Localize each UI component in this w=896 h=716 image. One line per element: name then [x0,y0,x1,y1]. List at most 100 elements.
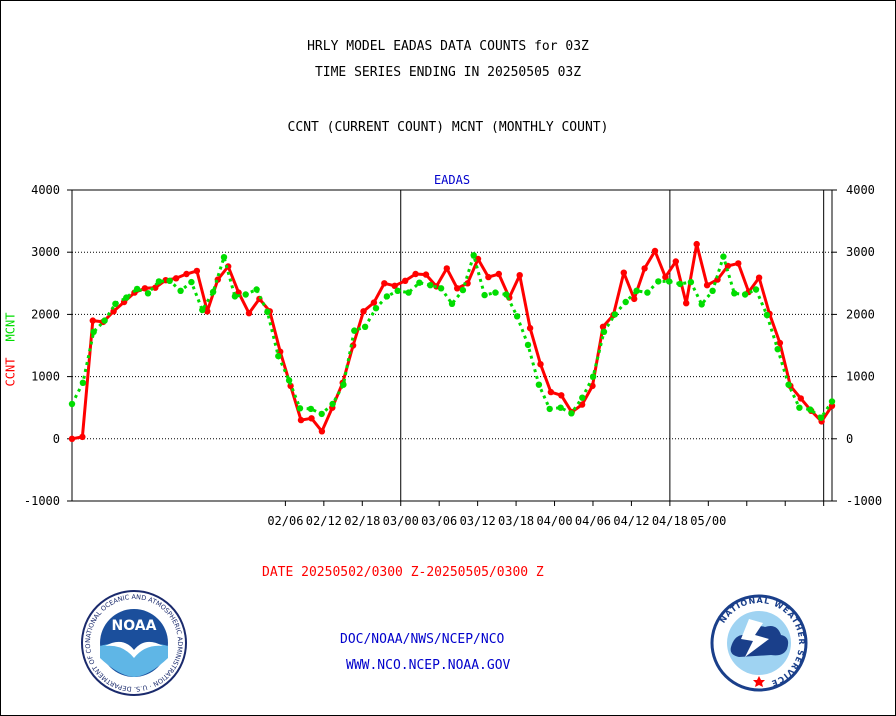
mcnt-point [503,291,510,298]
mcnt-point [199,306,206,314]
ccnt-point [422,271,430,278]
mcnt-point [535,381,543,388]
mcnt-point [448,300,456,307]
ccnt-point [68,435,76,442]
ccnt-point [204,308,211,315]
ccnt-point [141,285,149,292]
mcnt-point [166,277,173,284]
mcnt-point [655,278,662,285]
mcnt-point [437,285,445,292]
mcnt-point [79,379,87,386]
mcnt-point [687,278,695,286]
mcnt-point [698,301,705,308]
y-tick-label-right: 4000 [846,183,875,197]
mcnt-point [557,404,564,411]
ccnt-point [308,415,315,422]
x-tick-label: 04/12 [613,514,649,528]
ccnt-point [526,324,534,332]
ccnt-point [381,280,388,287]
y-tick-label-left: -1000 [24,494,60,508]
ccnt-point [589,382,596,390]
ccnt-point [735,260,742,267]
ccnt-point [172,275,180,282]
mcnt-point [785,381,792,388]
y-tick-label-left: 2000 [31,307,60,321]
mcnt-point [622,298,629,306]
ccnt-point [402,277,409,284]
mcnt-point [427,282,434,289]
mcnt-point [340,381,347,388]
mcnt-point [459,286,467,294]
mcnt-point [394,287,401,294]
ccnt-point [454,285,461,292]
x-tick-label: 02/18 [344,514,380,528]
x-tick-label: 02/06 [267,514,303,528]
mcnt-point [492,289,499,296]
mcnt-point [513,313,521,320]
x-tick-label: 03/18 [498,514,534,528]
ccnt-point [183,270,190,278]
mcnt-point [807,406,814,413]
mcnt-point [90,328,97,335]
ccnt-point [318,428,326,435]
mcnt-point [155,278,163,285]
mcnt-point [144,290,152,297]
y-tick-label-right: -1000 [846,494,882,508]
ccnt-point [693,240,700,248]
mcnt-point [285,377,293,384]
mcnt-point [589,373,597,380]
ccnt-point [578,401,586,408]
y-tick-label-right: 3000 [846,245,875,259]
mcnt-point [329,400,336,408]
website-label: WWW.NCO.NCEP.NOAA.GOV [346,658,511,673]
mcnt-point [481,291,488,299]
ccnt-point [391,282,398,289]
ccnt-point [516,272,523,279]
mcnt-point [188,278,195,286]
ccnt-point [79,433,86,441]
mcnt-line [70,253,834,420]
mcnt-point [68,400,76,408]
mcnt-point [253,286,260,293]
mcnt-point [752,286,760,293]
mcnt-point [405,289,412,296]
mcnt-point [774,346,781,353]
ccnt-point [152,284,159,291]
mcnt-point [709,287,716,294]
mcnt-point [209,288,217,296]
mcnt-point [731,290,738,297]
ccnt-point [485,273,492,281]
mcnt-point [720,253,727,260]
mcnt-point [817,414,825,421]
x-tick-label: 03/12 [460,514,496,528]
mcnt-point [242,291,249,298]
noaa-logo: NATIONAL OCEANIC AND ATMOSPHERIC ADMINIS… [79,588,187,696]
chart-title-line2: TIME SERIES ENDING IN 20250505 03Z [314,65,582,80]
mcnt-point [231,293,239,300]
x-tick-label: 02/12 [306,514,342,528]
ccnt-point [370,299,378,306]
panel-title: EADAS [434,173,470,187]
ccnt-point [703,282,711,289]
ccnt-point [631,295,638,303]
mcnt-point [665,278,673,285]
mcnt-point [633,287,640,294]
ccnt-point [547,388,555,396]
mcnt-point [524,341,532,349]
x-tick-label: 05/00 [690,514,726,528]
mcnt-point [828,398,836,405]
ccnt-point [776,339,784,347]
ccnt-point [495,270,502,278]
ccnt-line [71,242,834,441]
mcnt-point [416,279,423,286]
ccnt-point [651,247,659,255]
mcnt-point [611,311,619,318]
ccnt-point [599,323,607,330]
ccnt-point [641,265,648,272]
ccnt-point [360,308,367,315]
mcnt-point [351,327,358,334]
mcnt-point [644,289,651,296]
mcnt-point [220,254,228,261]
mcnt-point [177,287,184,294]
ccnt-point [662,273,669,281]
